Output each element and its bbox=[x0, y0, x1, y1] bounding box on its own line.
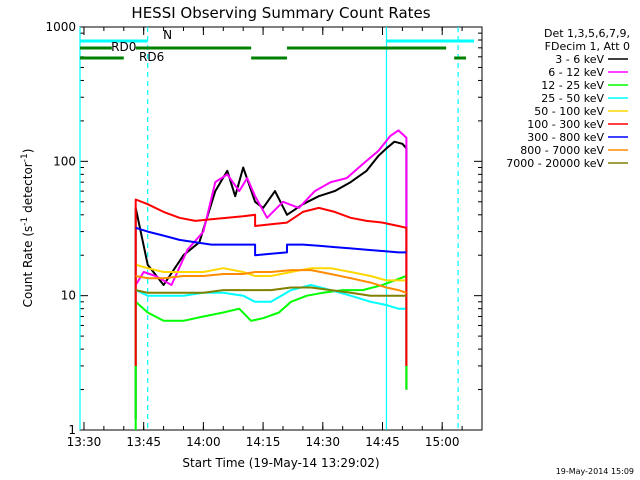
legend-header-1: Det 1,3,5,6,7,9, bbox=[544, 27, 630, 40]
x-tick-label: 14:00 bbox=[186, 435, 221, 449]
series-line-50-100-kev bbox=[135, 263, 407, 282]
legend-label: 800 - 7000 keV bbox=[520, 144, 604, 157]
axis-ticks: 13:30 13:45 14:00 14:15 14:30 14:45 15:00 1 10 10… bbox=[45, 20, 483, 449]
y-tick-label: 1 bbox=[68, 423, 76, 437]
legend-label: 7000 - 20000 keV bbox=[506, 157, 604, 170]
vertical-markers bbox=[79, 27, 459, 430]
y-axis-label: Count Rate (s-1 detector-1) bbox=[20, 149, 35, 308]
series-line-25-50-kev bbox=[135, 284, 407, 310]
y-tick-label: 1000 bbox=[45, 20, 76, 34]
series-line-300-800-kev bbox=[135, 226, 407, 257]
flag-label-rd0: RD0 bbox=[111, 40, 136, 54]
legend-label: 300 - 800 keV bbox=[527, 131, 604, 144]
legend-label: 25 - 50 keV bbox=[541, 92, 604, 105]
x-tick-label: 14:30 bbox=[305, 435, 340, 449]
y-tick-label: 100 bbox=[53, 154, 76, 168]
legend-label: 12 - 25 keV bbox=[541, 79, 604, 92]
legend-label: 100 - 300 keV bbox=[527, 118, 604, 131]
x-tick-label: 13:30 bbox=[67, 435, 102, 449]
chart-title: HESSI Observing Summary Count Rates bbox=[131, 4, 430, 22]
series-lines bbox=[134, 129, 408, 430]
x-tick-label: 13:45 bbox=[126, 435, 161, 449]
series-line-800-7000-kev bbox=[135, 269, 407, 294]
timestamp: 19-May-2014 15:09 bbox=[556, 467, 634, 476]
flag-label-n: N bbox=[163, 28, 172, 42]
y-tick-label: 10 bbox=[61, 289, 76, 303]
x-axis-label: Start Time (19-May-14 13:29:02) bbox=[182, 456, 379, 470]
series-line-100-300-kev bbox=[134, 198, 408, 366]
series-line-7000-20000-kev bbox=[135, 286, 407, 297]
x-tick-label: 14:15 bbox=[246, 435, 281, 449]
legend-label: 50 - 100 keV bbox=[534, 105, 604, 118]
x-tick-label: 15:00 bbox=[425, 435, 460, 449]
legend-label: 3 - 6 keV bbox=[555, 53, 604, 66]
x-tick-label: 14:45 bbox=[365, 435, 400, 449]
series-line-6-12-kev bbox=[134, 129, 408, 366]
flag-label-rd6: RD6 bbox=[139, 50, 164, 64]
series-line-12-25-kev bbox=[134, 275, 408, 430]
legend-label: 6 - 12 keV bbox=[548, 66, 604, 79]
series-line-3-6-kev bbox=[134, 140, 408, 420]
legend-header-2: FDecim 1, Att 0 bbox=[545, 40, 630, 53]
